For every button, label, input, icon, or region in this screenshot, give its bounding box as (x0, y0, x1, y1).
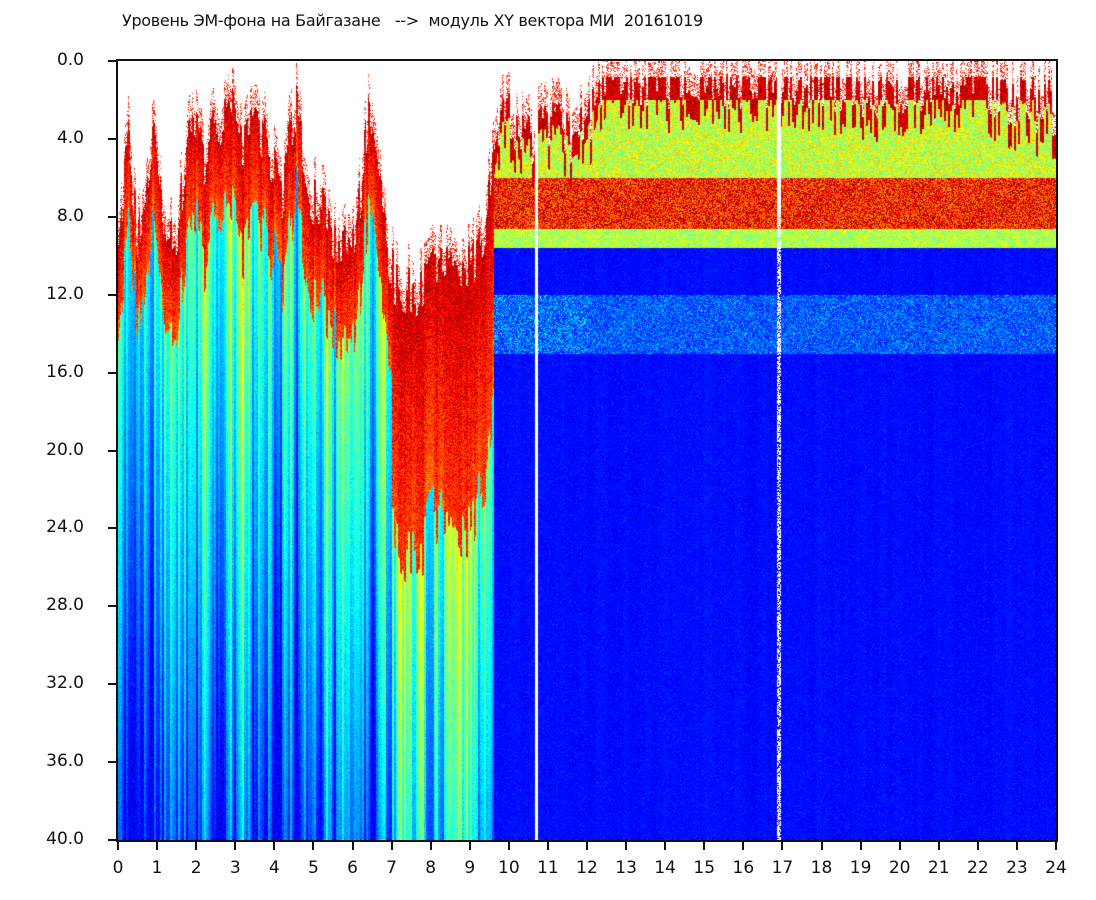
x-tick-label: 1 (151, 858, 163, 878)
x-tick-mark (507, 842, 510, 850)
x-tick-label: 14 (654, 858, 676, 878)
x-tick-label: 21 (927, 858, 950, 878)
x-tick-mark (781, 842, 784, 850)
x-tick-mark (117, 842, 119, 850)
x-tick-label: 15 (693, 858, 716, 878)
y-tick-label: 16.0 (46, 361, 84, 382)
x-tick-mark (1015, 842, 1018, 850)
y-tick-label: 36.0 (46, 751, 84, 772)
x-tick-label: 10 (498, 858, 520, 878)
x-tick-label: 17 (771, 858, 794, 878)
chart-title: Уровень ЭМ-фона на Байгазане --> модуль … (122, 11, 703, 30)
y-tick-label: 8.0 (56, 205, 84, 226)
x-tick-mark (312, 842, 315, 850)
y-tick-mark (108, 60, 116, 62)
x-tick-label: 13 (615, 858, 637, 878)
y-tick-mark (108, 839, 116, 841)
x-tick-label: 5 (307, 858, 319, 878)
x-tick-label: 20 (888, 858, 911, 878)
x-tick-label: 18 (810, 858, 833, 878)
x-tick-label: 8 (425, 858, 437, 878)
x-tick-mark (546, 842, 549, 850)
x-tick-label: 16 (732, 858, 755, 878)
y-tick-label: 28.0 (46, 595, 84, 616)
x-tick-label: 3 (229, 858, 241, 878)
x-tick-mark (937, 842, 940, 850)
x-tick-mark (820, 842, 823, 850)
y-tick-label: 24.0 (46, 517, 84, 538)
x-tick-mark (390, 842, 393, 850)
y-tick-mark (108, 527, 116, 530)
x-tick-label: 7 (386, 858, 397, 878)
x-tick-label: 22 (967, 858, 989, 878)
y-tick-label: 20.0 (46, 439, 84, 460)
y-tick-label: 40.0 (46, 829, 84, 849)
x-tick-mark (234, 842, 237, 850)
x-tick-mark (468, 842, 471, 850)
x-tick-mark (156, 842, 159, 850)
spectrogram-heatmap (118, 61, 1056, 840)
x-tick-label: 4 (268, 858, 280, 878)
y-tick-label: 0.0 (56, 50, 84, 70)
y-tick-mark (108, 215, 116, 218)
x-tick-label: 24 (1045, 858, 1067, 878)
x-tick-label: 12 (576, 858, 598, 878)
x-tick-mark (429, 842, 432, 850)
y-tick-label: 4.0 (56, 127, 84, 148)
y-tick-mark (108, 137, 116, 140)
y-tick-mark (108, 293, 116, 296)
x-tick-mark (273, 842, 276, 850)
x-tick-mark (742, 842, 745, 850)
x-tick-mark (976, 842, 979, 850)
x-tick-mark (1055, 842, 1057, 850)
y-tick-label: 32.0 (46, 673, 84, 694)
y-tick-label: 12.0 (46, 283, 84, 304)
y-tick-mark (108, 683, 116, 686)
x-tick-label: 19 (849, 858, 872, 878)
x-tick-label: 9 (464, 858, 476, 878)
y-tick-mark (108, 449, 116, 452)
x-tick-mark (351, 842, 354, 850)
x-tick-mark (664, 842, 667, 850)
x-tick-mark (859, 842, 862, 850)
x-tick-mark (898, 842, 901, 850)
y-tick-mark (108, 371, 116, 374)
x-tick-mark (586, 842, 588, 850)
x-tick-label: 11 (537, 858, 559, 878)
x-tick-label: 6 (347, 858, 358, 878)
x-tick-label: 0 (112, 858, 124, 878)
x-tick-mark (195, 842, 198, 850)
y-tick-mark (108, 761, 116, 764)
x-tick-mark (625, 842, 628, 850)
x-tick-label: 23 (1006, 858, 1028, 878)
y-tick-mark (108, 605, 116, 608)
x-tick-label: 2 (190, 858, 202, 878)
x-tick-mark (703, 842, 706, 850)
